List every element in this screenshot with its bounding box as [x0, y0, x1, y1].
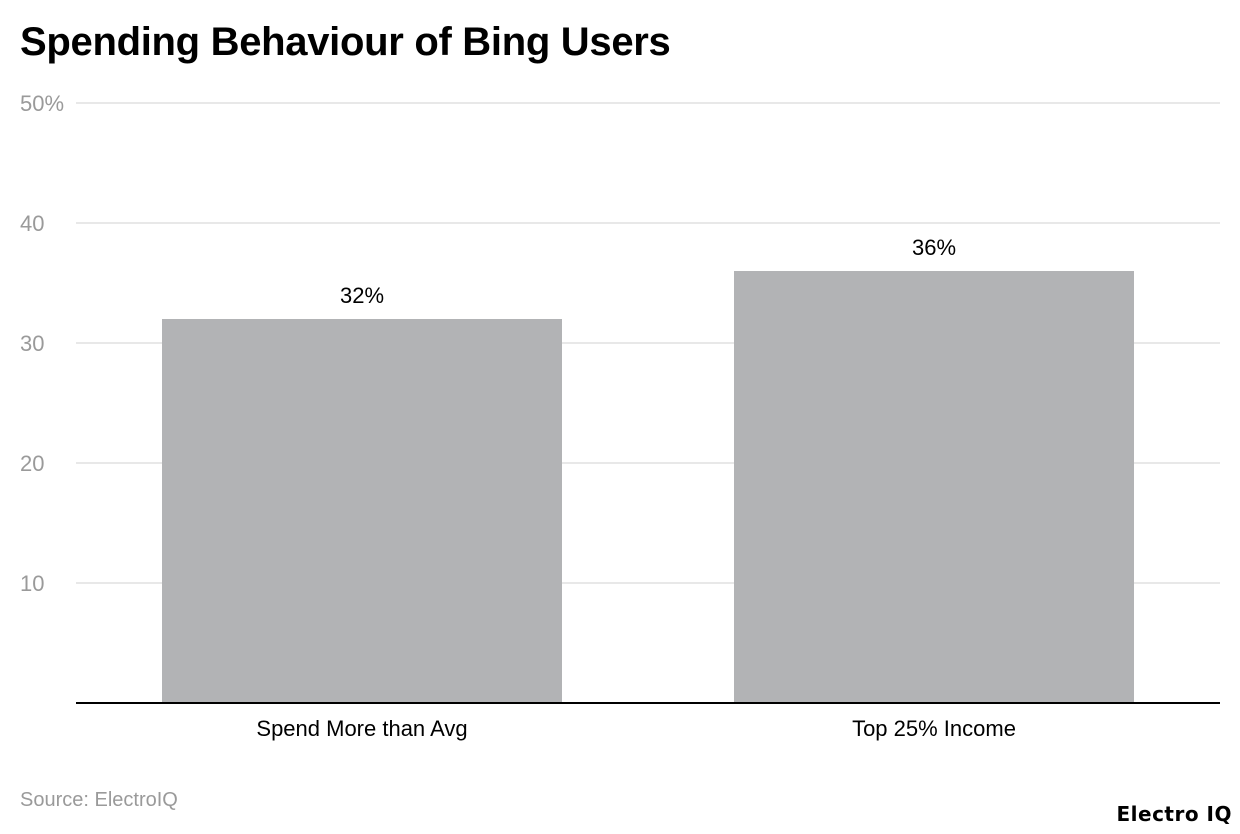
x-tick-label: Spend More than Avg [256, 716, 467, 741]
data-label: 36% [912, 235, 956, 260]
y-tick-label: 10 [20, 571, 44, 596]
source-note: Source: ElectroIQ [20, 789, 178, 811]
bars [162, 271, 1134, 703]
y-tick-label: 40 [20, 211, 44, 236]
y-tick-label: 30 [20, 331, 44, 356]
data-labels: 32% 36% [340, 235, 956, 308]
brand-logo: Electro IQ [1116, 802, 1232, 826]
data-label: 32% [340, 283, 384, 308]
y-axis-ticks: 10 20 30 40 50% [20, 91, 64, 596]
y-tick-label: 50% [20, 91, 64, 116]
x-tick-label: Top 25% Income [852, 716, 1016, 741]
bar [734, 271, 1134, 703]
bar [162, 319, 562, 703]
x-axis-ticks: Spend More than Avg Top 25% Income [256, 716, 1016, 741]
y-tick-label: 20 [20, 451, 44, 476]
chart-title: Spending Behaviour of Bing Users [20, 20, 671, 64]
